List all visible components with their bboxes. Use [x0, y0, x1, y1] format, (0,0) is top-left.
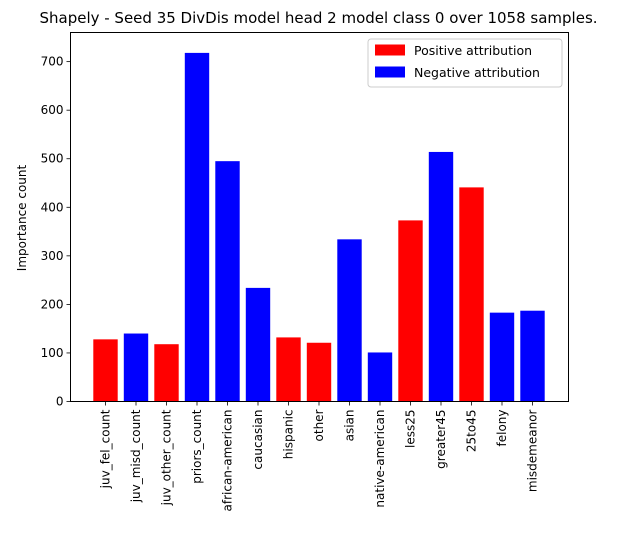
bar-caucasian — [245, 287, 271, 402]
x-tick-label: hispanic — [282, 410, 296, 460]
y-axis: 0 100 200 300 400 500 600 700 — [41, 55, 71, 409]
bar-other — [306, 342, 332, 402]
x-tick-label: felony — [495, 410, 509, 447]
legend-swatch-negative — [375, 66, 405, 78]
legend-box — [367, 38, 563, 88]
y-tick-label: 300 — [41, 249, 64, 263]
x-tick-label: priors_count — [190, 409, 204, 484]
x-tick-label: caucasian — [251, 410, 265, 470]
x-tick-label: less25 — [404, 410, 418, 449]
x-tick-label: 25to45 — [465, 410, 479, 453]
x-tick-label: other — [312, 409, 326, 441]
x-tick-label: greater45 — [434, 410, 448, 469]
y-tick-label: 0 — [56, 395, 64, 409]
bar-juv_other_count — [154, 344, 179, 402]
x-tick-label: juv_misd_count — [129, 409, 143, 503]
bar-greater45 — [428, 151, 454, 402]
plot-frame — [70, 32, 569, 402]
chart-title: Shapely - Seed 35 DivDis model head 2 mo… — [39, 9, 597, 27]
legend-label-negative: Negative attribution — [414, 65, 540, 80]
bar-misdemeanor — [520, 310, 545, 402]
bar-juv_misd_count — [123, 333, 149, 402]
y-tick-label: 700 — [41, 55, 64, 69]
y-tick-label: 200 — [41, 297, 64, 311]
x-tick-label: native-american — [373, 410, 387, 508]
legend-label-positive: Positive attribution — [414, 43, 532, 58]
bar-african-american — [215, 161, 240, 402]
x-tick-label: juv_fel_count — [99, 409, 113, 489]
bars-group — [93, 52, 545, 402]
x-tick-label: misdemeanor — [526, 409, 540, 492]
y-axis-label: Importance count — [15, 164, 29, 271]
x-tick-label: african-american — [221, 410, 235, 512]
bar-native-american — [367, 352, 393, 402]
x-tick-label: juv_other_count — [160, 409, 174, 506]
bar-felony — [489, 312, 515, 402]
y-tick-label: 400 — [41, 200, 64, 214]
bar-25to45 — [459, 187, 484, 402]
bar-juv_fel_count — [93, 339, 118, 402]
y-tick-label: 500 — [41, 152, 64, 166]
bar-less25 — [398, 220, 423, 402]
y-tick-label: 100 — [41, 346, 64, 360]
y-tick-label: 600 — [41, 103, 64, 117]
bar-priors_count — [184, 52, 210, 402]
legend-swatch-positive — [375, 44, 405, 56]
x-tick-label: asian — [343, 410, 357, 442]
legend: Positive attribution Negative attributio… — [367, 38, 563, 88]
bar-hispanic — [276, 337, 301, 402]
x-axis: juv_fel_count juv_misd_count juv_other_cou… — [99, 401, 540, 512]
bar-asian — [337, 239, 362, 402]
